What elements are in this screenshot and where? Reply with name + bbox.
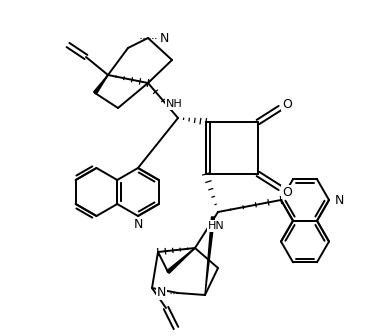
Text: NH: NH (166, 99, 182, 109)
Text: N: N (335, 194, 344, 207)
Text: HN: HN (208, 221, 224, 231)
Text: O: O (282, 97, 292, 111)
Polygon shape (94, 75, 108, 94)
Text: O: O (282, 185, 292, 199)
Text: N: N (160, 32, 169, 44)
Polygon shape (205, 217, 215, 295)
Text: N: N (133, 217, 143, 230)
Text: N: N (157, 287, 166, 299)
Polygon shape (167, 248, 195, 273)
